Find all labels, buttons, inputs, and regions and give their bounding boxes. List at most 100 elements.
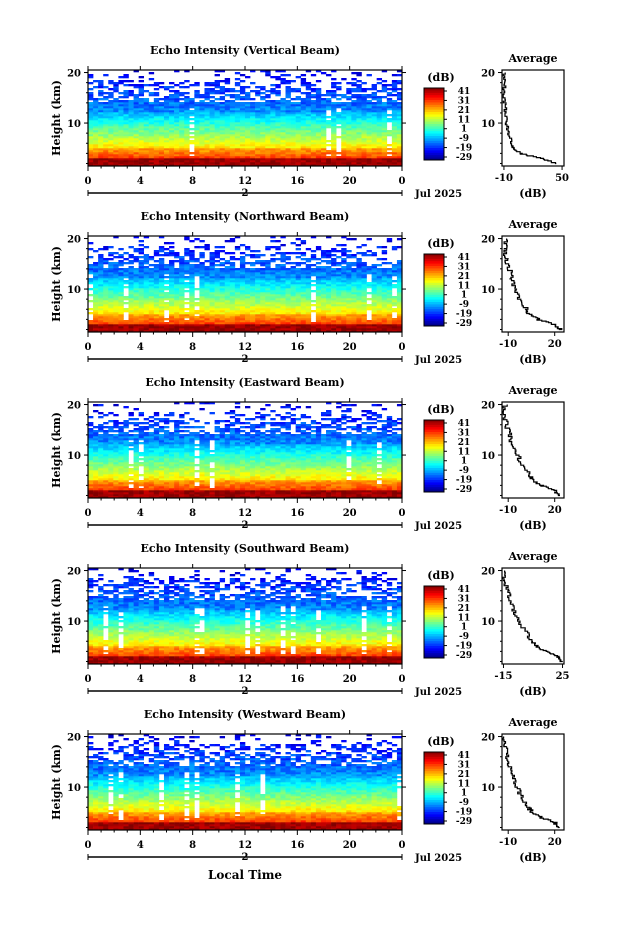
heatmap-cell xyxy=(138,300,145,303)
heatmap-cell xyxy=(305,274,312,277)
heatmap-cell xyxy=(300,328,307,331)
heatmap-cell xyxy=(265,116,271,119)
heatmap-cell xyxy=(396,276,403,279)
heatmap-cell xyxy=(209,494,215,497)
heatmap-cell xyxy=(310,290,317,293)
heatmap-cell xyxy=(290,134,296,137)
heatmap-cell xyxy=(346,82,352,85)
heatmap-cell xyxy=(128,106,134,109)
heatmap-cell xyxy=(184,298,190,301)
heatmap-cell xyxy=(280,270,286,273)
heatmap-cell xyxy=(285,270,291,273)
heatmap-cell xyxy=(275,140,281,143)
heatmap-cell xyxy=(239,288,246,291)
heatmap-cell xyxy=(255,90,261,93)
heatmap-cell xyxy=(356,72,362,75)
heatmap-cell xyxy=(163,296,170,299)
heatmap-cell xyxy=(356,266,362,269)
heatmap-cell xyxy=(163,160,170,163)
heatmap-cell xyxy=(214,132,220,135)
heatmap-cell xyxy=(280,162,286,165)
heatmap-cell xyxy=(295,272,302,275)
heatmap-cell xyxy=(386,108,393,111)
heatmap-cell xyxy=(371,138,377,141)
heatmap-cell xyxy=(305,114,312,117)
heatmap-cell xyxy=(204,260,210,263)
colorbar-swatch xyxy=(424,263,444,267)
heatmap-cell xyxy=(275,266,281,269)
heatmap-cell xyxy=(229,326,236,329)
heatmap-cell xyxy=(128,158,134,161)
heatmap-cell xyxy=(204,110,210,113)
heatmap-cell xyxy=(260,158,266,161)
heatmap-cell xyxy=(138,270,145,273)
heatmap-cell xyxy=(310,268,317,271)
heatmap-cell xyxy=(158,254,165,257)
heatmap-cell xyxy=(113,98,119,101)
heatmap-cell xyxy=(285,316,291,319)
heatmap-cell xyxy=(305,92,312,95)
heatmap-cell xyxy=(128,116,134,119)
heatmap-cell xyxy=(356,328,362,331)
heatmap-cell xyxy=(245,124,251,127)
heatmap-cell xyxy=(245,288,251,291)
heatmap-cell xyxy=(396,318,403,321)
heatmap-cell xyxy=(128,288,134,291)
heatmap-cell xyxy=(250,106,256,109)
heatmap-cell xyxy=(88,270,94,273)
heatmap-cell xyxy=(366,496,372,499)
heatmap-cell xyxy=(163,108,170,111)
heatmap-cell xyxy=(209,128,215,131)
heatmap-cell xyxy=(229,302,236,305)
heatmap-cell xyxy=(179,108,185,111)
heatmap-cell xyxy=(351,310,357,313)
heatmap-cell xyxy=(179,156,185,159)
heatmap-cell xyxy=(224,314,231,317)
heatmap-cell xyxy=(118,124,124,127)
heatmap-cell xyxy=(346,238,352,241)
heatmap-cell xyxy=(93,324,99,327)
heatmap-cell xyxy=(108,108,114,111)
heatmap-cell xyxy=(366,324,372,327)
heatmap-cell xyxy=(209,308,215,311)
heatmap-cell xyxy=(255,284,261,287)
heatmap-cell xyxy=(138,272,145,275)
heatmap-cell xyxy=(209,258,215,261)
heatmap-cell xyxy=(315,128,322,131)
heatmap-cell xyxy=(381,148,388,151)
heatmap-cell xyxy=(260,270,266,273)
heatmap-cell xyxy=(396,164,403,167)
colorbar-swatch xyxy=(424,100,444,103)
heatmap-cell xyxy=(189,140,195,143)
heatmap-cell xyxy=(295,280,302,283)
heatmap-cell xyxy=(204,96,210,99)
heatmap-cell xyxy=(351,304,357,307)
heatmap-cell xyxy=(209,88,215,91)
heatmap-cell xyxy=(341,124,347,127)
heatmap-cell xyxy=(305,318,312,321)
heatmap-cell xyxy=(290,80,296,83)
heatmap-cell xyxy=(133,98,139,101)
heatmap-cell xyxy=(371,164,377,167)
heatmap-cell xyxy=(179,322,185,325)
heatmap-cell xyxy=(209,138,215,141)
heatmap-cell xyxy=(255,296,261,299)
heatmap-cell xyxy=(366,308,372,311)
heatmap-cell xyxy=(356,142,362,145)
heatmap-cell xyxy=(138,138,145,141)
heatmap-cell xyxy=(386,316,393,319)
heatmap-cell xyxy=(123,90,129,93)
heatmap-cell xyxy=(260,320,266,323)
heatmap-cell xyxy=(351,320,357,323)
heatmap-cell xyxy=(93,300,99,303)
heatmap-cell xyxy=(331,308,337,311)
heatmap-cell xyxy=(163,162,170,165)
heatmap-cell xyxy=(386,292,393,295)
heatmap-cell xyxy=(179,112,185,115)
heatmap-cell xyxy=(336,98,342,101)
heatmap-cell xyxy=(376,148,383,151)
heatmap-cell xyxy=(295,152,302,155)
heatmap-cell xyxy=(326,330,332,333)
heatmap-cell xyxy=(341,112,347,115)
heatmap-cell xyxy=(280,286,286,289)
